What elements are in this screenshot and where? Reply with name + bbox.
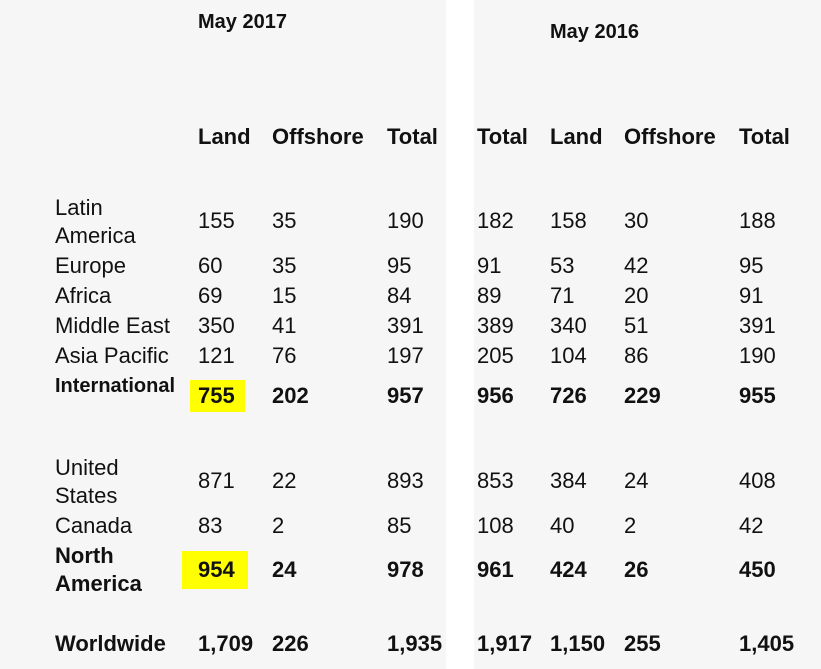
cell-2017-land: 350 xyxy=(198,313,235,338)
cell-2016-offshore: 51 xyxy=(624,313,649,338)
cell-2016-total-a: 182 xyxy=(477,208,514,233)
column-header-2016-land: Land xyxy=(550,124,603,149)
cell-2017-offshore: 24 xyxy=(272,557,297,582)
cell-2016-total-b: 42 xyxy=(739,513,764,538)
cell-2017-total: 84 xyxy=(387,283,412,308)
period-header-may-2017: May 2017 xyxy=(198,11,287,33)
cell-2016-offshore: 2 xyxy=(624,513,637,538)
cell-2016-total-b: 188 xyxy=(739,208,776,233)
column-header-2016-offshore: Offshore xyxy=(624,124,716,149)
row-label-worldwide: Worldwide xyxy=(55,631,166,656)
row-label-europe: Europe xyxy=(55,253,126,278)
cell-2016-total-a: 205 xyxy=(477,343,514,368)
cell-2017-offshore: 76 xyxy=(272,343,297,368)
cell-2017-total: 391 xyxy=(387,313,424,338)
cell-2016-offshore: 24 xyxy=(624,468,649,493)
row-label-middle-east: Middle East xyxy=(55,313,170,338)
cell-2017-land: 83 xyxy=(198,513,223,538)
cell-2016-total-a: 89 xyxy=(477,283,502,308)
column-header-2017-total: Total xyxy=(387,124,438,149)
cell-2016-total-a: 108 xyxy=(477,513,514,538)
row-label-latin-america-line1: Latin xyxy=(55,195,103,220)
cell-2016-total-b: 1,405 xyxy=(739,631,795,656)
cell-2016-land: 726 xyxy=(550,383,587,408)
cell-2016-offshore: 20 xyxy=(624,283,649,308)
row-label-international: International xyxy=(55,375,176,397)
table-panel-2016 xyxy=(474,0,821,669)
row-label-united-states-line2: States xyxy=(55,483,118,508)
cell-2017-land: 69 xyxy=(198,283,223,308)
cell-2017-land: 121 xyxy=(198,343,235,368)
cell-2017-land: 60 xyxy=(198,253,223,278)
cell-2017-total: 978 xyxy=(387,557,424,582)
cell-2017-total: 1,935 xyxy=(387,631,443,656)
row-label-north-america-line1: North xyxy=(55,543,114,568)
cell-2017-land: 1,709 xyxy=(198,631,254,656)
cell-2017-total: 893 xyxy=(387,468,424,493)
highlight-international-land xyxy=(190,380,245,412)
cell-2016-total-b: 95 xyxy=(739,253,764,278)
row-label-latin-america-line2: America xyxy=(55,223,136,248)
row-label-united-states-line1: United xyxy=(55,455,119,480)
cell-2017-land: 155 xyxy=(198,208,235,233)
cell-2016-offshore: 26 xyxy=(624,557,649,582)
cell-2017-offshore: 202 xyxy=(272,383,309,408)
cell-2016-total-a: 389 xyxy=(477,313,514,338)
cell-2016-land: 340 xyxy=(550,313,587,338)
row-label-africa: Africa xyxy=(55,283,112,308)
cell-2017-total: 95 xyxy=(387,253,412,278)
cell-2017-offshore: 15 xyxy=(272,283,297,308)
cell-2017-offshore: 35 xyxy=(272,208,297,233)
cell-2017-total: 85 xyxy=(387,513,412,538)
row-label-canada: Canada xyxy=(55,513,133,538)
cell-2016-land: 40 xyxy=(550,513,575,538)
cell-2016-total-b: 91 xyxy=(739,283,764,308)
cell-2016-offshore: 86 xyxy=(624,343,649,368)
cell-2016-land: 384 xyxy=(550,468,587,493)
cell-2017-total: 197 xyxy=(387,343,424,368)
cell-2016-offshore: 255 xyxy=(624,631,661,656)
cell-2017-offshore: 35 xyxy=(272,253,297,278)
cell-2016-offshore: 42 xyxy=(624,253,649,278)
cell-2016-land: 424 xyxy=(550,557,587,582)
column-header-2017-offshore: Offshore xyxy=(272,124,364,149)
cell-2016-total-a: 1,917 xyxy=(477,631,533,656)
column-header-2016-total-b: Total xyxy=(739,124,790,149)
column-header-2017-land: Land xyxy=(198,124,251,149)
highlight-north-america-land xyxy=(182,551,248,589)
cell-2016-land: 71 xyxy=(550,283,575,308)
cell-2016-offshore: 30 xyxy=(624,208,649,233)
cell-2016-total-a: 961 xyxy=(477,557,514,582)
cell-2016-total-b: 408 xyxy=(739,468,776,493)
cell-2016-total-a: 91 xyxy=(477,253,502,278)
cell-2017-total: 957 xyxy=(387,383,424,408)
cell-2017-offshore: 22 xyxy=(272,468,297,493)
period-header-may-2016: May 2016 xyxy=(550,21,639,43)
cell-2016-offshore: 229 xyxy=(624,383,661,408)
cell-2017-offshore: 226 xyxy=(272,631,309,656)
cell-2016-total-b: 190 xyxy=(739,343,776,368)
cell-2017-land: 954 xyxy=(198,557,235,582)
cell-2016-total-b: 450 xyxy=(739,557,776,582)
cell-2016-land: 158 xyxy=(550,208,587,233)
cell-2016-land: 1,150 xyxy=(550,631,606,656)
column-header-2016-total-a: Total xyxy=(477,124,528,149)
cell-2016-total-a: 853 xyxy=(477,468,514,493)
cell-2017-offshore: 2 xyxy=(272,513,285,538)
cell-2016-total-b: 955 xyxy=(739,383,776,408)
cell-2017-land: 755 xyxy=(198,383,235,408)
cell-2017-land: 871 xyxy=(198,468,235,493)
cell-2017-offshore: 41 xyxy=(272,313,297,338)
row-label-asia-pacific: Asia Pacific xyxy=(55,343,169,368)
row-label-north-america-line2: America xyxy=(55,571,142,596)
cell-2016-land: 104 xyxy=(550,343,587,368)
cell-2016-total-b: 391 xyxy=(739,313,776,338)
cell-2016-total-a: 956 xyxy=(477,383,514,408)
cell-2017-total: 190 xyxy=(387,208,424,233)
cell-2016-land: 53 xyxy=(550,253,575,278)
